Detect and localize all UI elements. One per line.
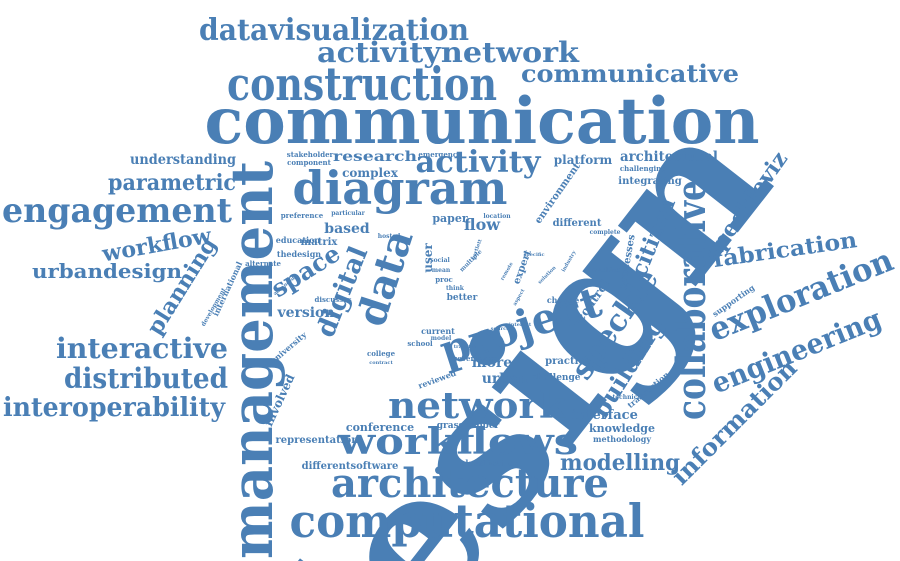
word-complete: complete (590, 229, 621, 236)
word-interface: interface (572, 408, 638, 423)
word-education: education (276, 235, 321, 245)
word-current: current (421, 326, 455, 336)
word-social: social (430, 257, 450, 264)
word-engagement: engagement (2, 191, 232, 231)
word-communicative: communicative (521, 59, 739, 88)
word-emergence: emergence (418, 150, 462, 159)
word-distributed: distributed (64, 362, 228, 395)
word-urban: urban (482, 371, 529, 387)
word-architectural: architectural (620, 149, 718, 165)
word-practice: practice (545, 356, 591, 367)
word-more: more (472, 355, 513, 371)
word-transfer: transfer (454, 344, 477, 350)
word-particular: particular (331, 210, 365, 217)
word-college: college (367, 349, 396, 358)
word-datavisualization: datavisualization (199, 13, 469, 48)
word-modelling: modelling (560, 450, 680, 476)
word-governance: governance (452, 354, 498, 363)
word-flow: flow (464, 215, 501, 234)
word-discusses: discusses (314, 295, 351, 304)
word-representation: representation (276, 435, 360, 446)
word-workflows: workflows (337, 421, 578, 463)
word-specific: specific (523, 252, 544, 258)
word-user: user (421, 243, 435, 273)
word-activitynetwork: activitynetwork (317, 36, 580, 69)
word-contract: contract (369, 360, 393, 366)
word-based: based (324, 221, 370, 237)
word-school: school (407, 339, 433, 348)
word-preference: preference (281, 211, 324, 220)
word-communication: communication (205, 84, 760, 159)
word-matrix: matrix (301, 237, 339, 248)
word-understanding: understanding (130, 152, 236, 168)
word-parametric: parametric (108, 170, 236, 196)
word-network: network (388, 385, 567, 427)
word-research: research (333, 149, 417, 165)
word-challenging: challenging (620, 164, 666, 173)
word-conference: conference (346, 421, 414, 434)
word-management: management (218, 161, 286, 559)
word-interactive: interactive (56, 332, 228, 365)
word-multiple: multiple (458, 248, 483, 273)
word-hosted: hosted (378, 233, 401, 240)
word-complex: complex (342, 166, 399, 180)
word-technical: technical (612, 394, 644, 401)
word-activity: activity (416, 145, 543, 180)
word-better: better (447, 293, 478, 303)
word-urbandesign: urbandesign (32, 259, 182, 283)
word-alternate: alternate (245, 259, 281, 268)
word-component: component (287, 158, 332, 167)
word-construction: construction (227, 57, 497, 111)
word-thedesign: thedesign (277, 249, 321, 259)
word-computational: computational (290, 494, 645, 548)
word-version: version (276, 305, 334, 321)
word-integrating: integrating (618, 176, 681, 187)
word-grasshopper: grasshopper (437, 421, 500, 431)
word-differentsoftware: differentsoftware (302, 461, 399, 472)
word-change: change (547, 295, 579, 305)
word-source: source (491, 326, 510, 332)
word-machine: machine (592, 267, 621, 274)
word-proc: proc (435, 275, 453, 284)
word-think: think (446, 285, 465, 292)
word-architecture: architecture (331, 460, 609, 507)
word-location: location (483, 213, 511, 220)
word-bartlett: bartlett (471, 238, 484, 261)
word-mean: mean (432, 267, 451, 274)
word-stakeholder: stakeholder (287, 150, 334, 159)
word-interact: interact (509, 322, 532, 328)
word-paper: paper (432, 212, 468, 225)
word-collaborative: collaborative (668, 180, 715, 420)
word-diagram: diagram (293, 161, 508, 215)
word-challenge: challenge (532, 373, 581, 383)
word-platform: platform (554, 153, 613, 167)
word-interoperability: interoperability (3, 393, 226, 423)
word-different: different (553, 218, 602, 229)
word-methodology: methodology (593, 434, 651, 444)
word-classification: classification (461, 458, 520, 468)
word-model: model (431, 335, 452, 342)
word-knowledge: knowledge (589, 422, 655, 435)
